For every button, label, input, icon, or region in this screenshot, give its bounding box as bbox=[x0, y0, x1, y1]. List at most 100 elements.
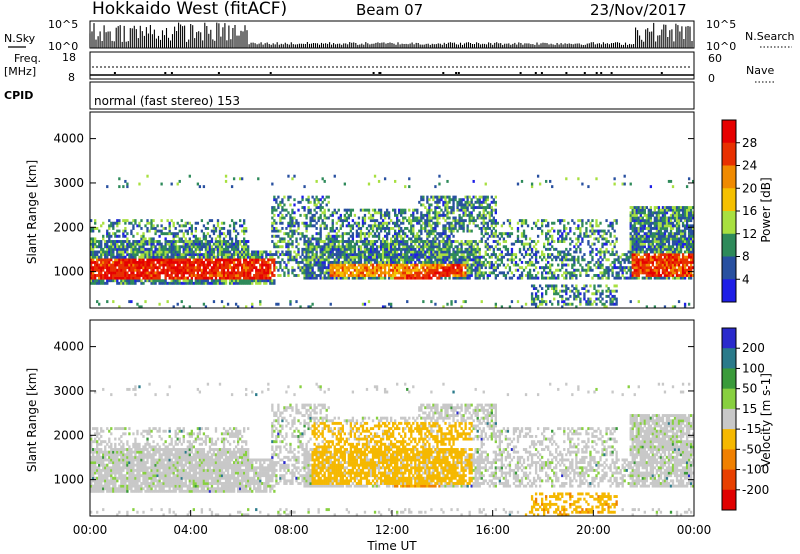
data-cell bbox=[255, 271, 258, 275]
data-cell bbox=[279, 266, 282, 270]
data-cell bbox=[257, 271, 260, 275]
data-cell bbox=[172, 255, 175, 259]
data-cell bbox=[418, 271, 421, 275]
data-cell bbox=[305, 242, 308, 246]
data-cell bbox=[232, 247, 236, 251]
data-cell bbox=[472, 250, 475, 254]
data-cell bbox=[518, 274, 522, 277]
data-cell bbox=[100, 240, 103, 243]
data-cell bbox=[194, 229, 197, 233]
data-cell bbox=[446, 195, 449, 199]
data-cell bbox=[522, 232, 526, 236]
data-cell bbox=[319, 232, 322, 236]
data-cell bbox=[480, 271, 483, 275]
data-cell bbox=[186, 271, 189, 275]
data-cell bbox=[609, 242, 612, 246]
data-cell bbox=[188, 237, 191, 241]
data-cell bbox=[561, 284, 564, 288]
data-cell bbox=[216, 224, 220, 228]
data-cell bbox=[341, 271, 344, 275]
data-cell bbox=[108, 224, 111, 228]
data-cell bbox=[232, 276, 236, 280]
data-cell bbox=[146, 174, 149, 178]
data-cell bbox=[291, 242, 294, 246]
data-cell bbox=[375, 276, 379, 280]
data-cell bbox=[597, 240, 600, 243]
data-cell bbox=[442, 263, 445, 267]
data-cell bbox=[245, 258, 248, 262]
data-cell bbox=[313, 216, 316, 220]
data-cell bbox=[508, 219, 512, 223]
data-cell bbox=[394, 224, 397, 228]
data-cell bbox=[164, 226, 167, 230]
data-cell bbox=[236, 260, 240, 264]
data-cell bbox=[359, 250, 363, 254]
data-cell bbox=[166, 263, 169, 267]
data-cell bbox=[396, 250, 399, 254]
data-cell bbox=[428, 271, 431, 275]
data-cell bbox=[315, 276, 318, 280]
data-cell bbox=[373, 255, 377, 259]
data-cell bbox=[339, 226, 342, 230]
data-cell bbox=[414, 263, 417, 267]
data-cell bbox=[134, 263, 137, 267]
data-cell bbox=[353, 266, 357, 270]
data-cell bbox=[234, 258, 238, 262]
data-cell bbox=[452, 253, 455, 257]
data-cell bbox=[335, 240, 338, 243]
data-cell bbox=[106, 260, 109, 264]
data-cell bbox=[130, 300, 133, 304]
data-cell bbox=[228, 245, 232, 249]
data-cell bbox=[226, 263, 230, 267]
freq-point bbox=[442, 72, 445, 74]
data-cell bbox=[150, 271, 153, 275]
data-cell bbox=[466, 198, 469, 202]
data-cell bbox=[291, 229, 294, 233]
data-cell bbox=[194, 245, 197, 249]
data-cell bbox=[236, 240, 240, 243]
data-cell bbox=[247, 268, 250, 272]
data-cell bbox=[110, 247, 113, 251]
data-cell bbox=[116, 245, 119, 249]
data-cell bbox=[422, 242, 425, 246]
data-cell bbox=[617, 276, 620, 280]
data-cell bbox=[414, 219, 417, 223]
data-cell bbox=[448, 229, 451, 233]
data-cell bbox=[472, 206, 475, 209]
data-cell bbox=[349, 258, 353, 262]
data-cell bbox=[178, 276, 181, 280]
data-cell bbox=[446, 237, 449, 241]
data-cell bbox=[436, 203, 439, 207]
data-cell bbox=[214, 279, 218, 283]
data-cell bbox=[609, 292, 612, 296]
data-cell bbox=[126, 182, 129, 186]
data-cell bbox=[428, 232, 431, 236]
data-cell bbox=[424, 242, 427, 246]
data-cell bbox=[261, 266, 264, 270]
data-cell bbox=[371, 216, 375, 220]
data-cell bbox=[339, 276, 342, 280]
data-cell bbox=[293, 274, 296, 277]
data-cell bbox=[257, 276, 260, 280]
data-cell bbox=[192, 263, 195, 267]
data-cell bbox=[323, 242, 326, 246]
data-cell bbox=[359, 253, 363, 257]
data-cell bbox=[150, 221, 153, 225]
data-cell bbox=[289, 229, 292, 233]
data-cell bbox=[190, 263, 193, 267]
data-cell bbox=[383, 274, 387, 277]
data-cell bbox=[551, 302, 554, 306]
freq-point bbox=[519, 72, 522, 74]
data-cell bbox=[238, 276, 242, 280]
data-cell bbox=[512, 253, 516, 257]
data-cell bbox=[114, 271, 117, 275]
data-cell bbox=[299, 255, 302, 259]
data-cell bbox=[140, 260, 143, 264]
data-cell bbox=[267, 258, 270, 262]
data-cell bbox=[462, 208, 465, 212]
data-cell bbox=[243, 240, 246, 243]
data-cell bbox=[385, 234, 389, 238]
data-cell bbox=[291, 258, 294, 262]
data-cell bbox=[92, 260, 95, 264]
data-cell bbox=[440, 276, 443, 280]
